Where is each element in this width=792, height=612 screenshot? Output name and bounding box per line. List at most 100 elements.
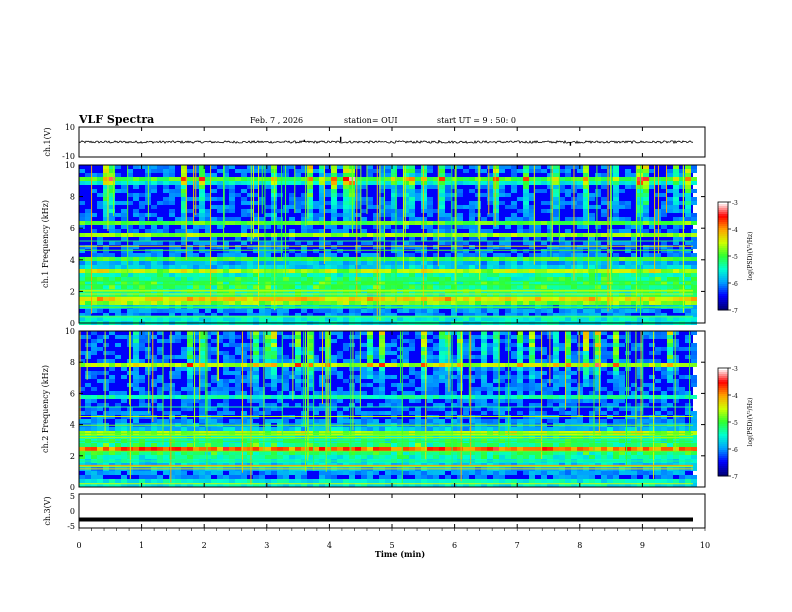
spectrogram-cell: [463, 233, 469, 237]
spectrogram-cell: [367, 335, 373, 339]
spectrogram-cell: [139, 257, 145, 261]
spectrogram-cell: [391, 479, 397, 483]
spectrogram-cell: [115, 483, 121, 487]
spectrogram-cell: [493, 205, 499, 209]
spectrogram-cell: [109, 277, 115, 281]
spectrogram-cell: [457, 221, 463, 225]
spectrogram-cell: [481, 293, 487, 297]
spectrogram-cell: [85, 301, 91, 305]
spectrogram-cell: [421, 249, 427, 253]
spectrogram-cell: [613, 269, 619, 273]
spectrogram-cell: [355, 277, 361, 281]
spectrogram-cell: [307, 335, 313, 339]
spectrogram-cell: [379, 281, 385, 285]
spectrogram-cell: [109, 301, 115, 305]
spectrogram-cell: [205, 407, 211, 411]
spectrogram-cell: [235, 297, 241, 301]
spectrogram-cell: [535, 285, 541, 289]
spectrogram-cell: [337, 233, 343, 237]
spectrogram-cell: [397, 451, 403, 455]
spectrogram-cell: [175, 435, 181, 439]
spectrogram-cell: [295, 331, 301, 335]
spectrogram-cell: [397, 221, 403, 225]
spectrogram-cell: [181, 205, 187, 209]
spectrogram-cell: [511, 269, 517, 273]
spectrogram-cell: [511, 181, 517, 185]
spectrogram-cell: [337, 185, 343, 189]
spectrogram-cell: [253, 313, 259, 317]
spectrogram-cell: [115, 427, 121, 431]
spectrogram-cell: [595, 309, 601, 313]
spectrogram-cell: [421, 217, 427, 221]
spectrogram-cell: [583, 269, 589, 273]
spectrogram-cell: [637, 233, 643, 237]
spectrogram-cell: [85, 245, 91, 249]
spectrogram-cell: [259, 309, 265, 313]
spectrogram-cell: [319, 229, 325, 233]
spectrogram-cell: [625, 257, 631, 261]
spectrogram-cell: [331, 253, 337, 257]
spectrogram-cell: [133, 367, 139, 371]
spectrogram-cell: [271, 309, 277, 313]
spectrogram-cell: [529, 261, 535, 265]
spectrogram-cell: [145, 221, 151, 225]
spectrogram-cell: [367, 269, 373, 273]
spectrogram-cell: [295, 339, 301, 343]
spectrogram-cell: [661, 293, 667, 297]
spectrogram-cell: [211, 189, 217, 193]
spectrogram-cell: [163, 265, 169, 269]
spectrogram-cell: [619, 229, 625, 233]
spectrogram-cell: [235, 249, 241, 253]
spectrogram-cell: [223, 209, 229, 213]
spectrogram-cell: [313, 229, 319, 233]
spectrogram-cell: [193, 471, 199, 475]
spectrogram-cell: [139, 443, 145, 447]
spectrogram-cell: [427, 293, 433, 297]
spectrogram-cell: [187, 443, 193, 447]
spectrogram-cell: [247, 443, 253, 447]
spectrogram-cell: [445, 213, 451, 217]
spectrogram-cell: [271, 261, 277, 265]
spectrogram-cell: [397, 185, 403, 189]
spectrogram-cell: [139, 359, 145, 363]
spectrogram-cell: [529, 217, 535, 221]
spectrogram-cell: [439, 265, 445, 269]
spectrogram-cell: [169, 253, 175, 257]
spectrogram-cell: [331, 479, 337, 483]
spectrogram-cell: [235, 177, 241, 181]
spectrogram-cell: [151, 269, 157, 273]
spectrogram-cell: [91, 331, 97, 335]
spectrogram-cell: [553, 249, 559, 253]
spectrogram-cell: [109, 169, 115, 173]
spectrogram-cell: [235, 233, 241, 237]
spectrogram-cell: [529, 229, 535, 233]
spectrogram-cell: [589, 305, 595, 309]
spectrogram-cell: [367, 355, 373, 359]
spectrogram-cell: [337, 395, 343, 399]
spectrogram-cell: [397, 273, 403, 277]
spectrogram-cell: [151, 395, 157, 399]
spectrogram-cell: [685, 309, 691, 313]
spectrogram-cell: [427, 305, 433, 309]
spectrogram-cell: [187, 277, 193, 281]
spectrogram-cell: [601, 253, 607, 257]
spectrogram-cell: [331, 483, 337, 487]
spectrogram-cell: [175, 317, 181, 321]
spectrogram-cell: [247, 435, 253, 439]
spectrogram-cell: [337, 281, 343, 285]
spectrogram-cell: [103, 359, 109, 363]
spectrogram-cell: [457, 249, 463, 253]
spectrogram-cell: [625, 221, 631, 225]
spectrogram-cell: [535, 277, 541, 281]
spectrogram-cell: [133, 371, 139, 375]
spectrogram-cell: [205, 257, 211, 261]
spectrogram-cell: [613, 181, 619, 185]
spectrogram-cell: [139, 375, 145, 379]
spectrogram-cell: [355, 375, 361, 379]
spectrogram-cell: [541, 273, 547, 277]
spectrogram-cell: [547, 285, 553, 289]
spectrogram-cell: [103, 343, 109, 347]
spectrogram-cell: [259, 387, 265, 391]
spectrogram-cell: [487, 213, 493, 217]
spectrogram-cell: [385, 443, 391, 447]
